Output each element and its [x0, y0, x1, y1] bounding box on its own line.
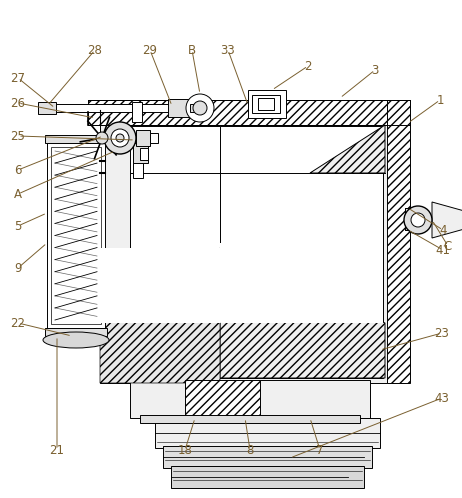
Text: C: C	[444, 240, 452, 252]
Bar	[168, 99, 190, 117]
Circle shape	[186, 94, 214, 122]
Bar	[130, 126, 220, 378]
Circle shape	[116, 134, 124, 142]
Text: 18: 18	[177, 444, 193, 457]
Circle shape	[411, 213, 425, 227]
Polygon shape	[432, 202, 462, 238]
Bar	[140, 148, 148, 160]
Circle shape	[111, 129, 129, 147]
Text: 33: 33	[221, 43, 235, 56]
Text: 22: 22	[11, 317, 25, 330]
Text: 21: 21	[49, 444, 65, 457]
Bar	[51, 147, 101, 324]
Text: 25: 25	[11, 129, 25, 142]
Bar	[150, 133, 158, 143]
Text: 4: 4	[439, 224, 447, 237]
Text: 26: 26	[11, 97, 25, 110]
Text: B: B	[188, 43, 196, 56]
Bar	[38, 104, 175, 112]
Bar	[100, 113, 405, 383]
Polygon shape	[100, 248, 220, 383]
Bar	[171, 466, 364, 488]
Bar	[45, 135, 107, 143]
Bar	[136, 130, 150, 146]
Text: 6: 6	[14, 163, 22, 176]
Circle shape	[96, 132, 108, 144]
Bar	[405, 208, 417, 216]
Bar	[220, 126, 383, 378]
Bar	[38, 102, 56, 114]
Text: 2: 2	[304, 59, 312, 73]
Bar	[133, 143, 148, 163]
Text: 5: 5	[14, 220, 22, 233]
Circle shape	[404, 206, 432, 234]
Bar	[185, 380, 260, 418]
Text: 43: 43	[435, 391, 450, 404]
Bar	[88, 100, 410, 125]
Text: 27: 27	[11, 72, 25, 85]
Text: 28: 28	[88, 43, 103, 56]
Ellipse shape	[43, 332, 109, 348]
Text: 8: 8	[246, 444, 254, 457]
Text: 7: 7	[316, 444, 324, 457]
Bar	[47, 143, 105, 328]
Bar	[258, 98, 274, 110]
Circle shape	[104, 122, 136, 154]
Text: 9: 9	[14, 261, 22, 274]
Bar	[133, 163, 143, 178]
Bar	[248, 90, 286, 118]
Bar	[100, 248, 220, 323]
Circle shape	[193, 101, 207, 115]
Bar	[45, 328, 107, 336]
Polygon shape	[220, 248, 385, 378]
Bar	[190, 104, 202, 112]
Text: 29: 29	[142, 43, 158, 56]
Bar	[130, 380, 370, 418]
Bar	[220, 243, 383, 323]
Bar	[405, 222, 417, 230]
Bar	[405, 208, 410, 230]
Text: 1: 1	[436, 94, 444, 107]
Text: 3: 3	[371, 64, 379, 77]
Bar	[132, 102, 142, 122]
Bar	[163, 446, 372, 468]
Polygon shape	[310, 125, 385, 173]
Text: A: A	[14, 188, 22, 201]
Bar	[140, 415, 360, 423]
Text: 23: 23	[435, 327, 450, 340]
Bar	[387, 100, 410, 383]
Bar	[252, 95, 280, 113]
Text: 41: 41	[436, 244, 450, 256]
Bar	[155, 418, 380, 448]
